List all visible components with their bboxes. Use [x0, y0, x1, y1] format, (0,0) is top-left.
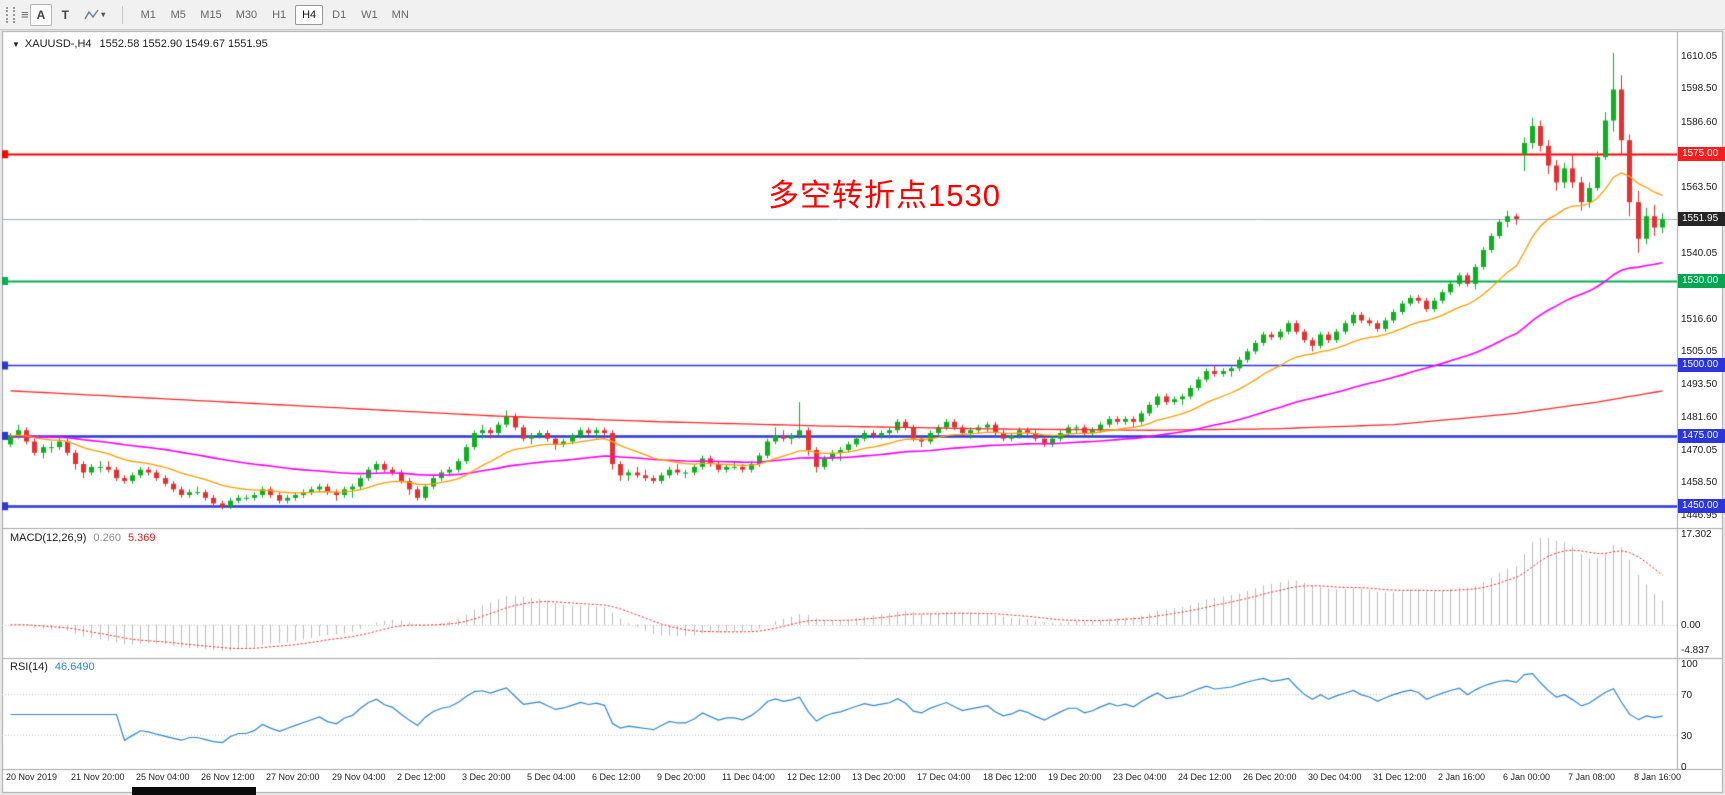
timeframe-m1[interactable]: M1 [134, 5, 162, 25]
symbol-readout: ▼ XAUUSD-,H4 1552.58 1552.90 1549.67 1551.… [12, 38, 268, 50]
chevron-down-icon: ▾ [101, 10, 106, 19]
timeframe-h4[interactable]: H4 [295, 4, 324, 25]
timeframe-mn[interactable]: MN [386, 5, 415, 25]
toolbar-grip[interactable] [6, 6, 15, 23]
ohlc-readout: 1552.58 1552.90 1549.67 1551.95 [99, 38, 268, 50]
timeframe-d1[interactable]: D1 [325, 5, 353, 25]
timeframe-w1[interactable]: W1 [355, 5, 384, 25]
toolbar: ≡ A T ▾ M1 M5 M15 M30 H1 H4 D1 W1 MN [0, 0, 1725, 30]
timeframe-m15[interactable]: M15 [194, 5, 227, 25]
rsi-value: 46.6490 [54, 661, 95, 673]
bottom-dark-strip [132, 787, 256, 795]
zigzag-icon [84, 9, 99, 19]
chart-annotation-text[interactable]: 多空转折点1530 [768, 178, 1001, 213]
macd-name: MACD(12,26,9) [10, 532, 87, 544]
timeframe-h1[interactable]: H1 [265, 5, 293, 25]
timeframe-m30[interactable]: M30 [230, 5, 263, 25]
rsi-indicator-label: RSI(14) 46.6490 [10, 661, 95, 673]
rsi-name: RSI(14) [10, 661, 48, 673]
macd-value-main: 0.260 [93, 532, 121, 544]
chart-menu-icon[interactable]: ≡ [21, 7, 29, 22]
text-label-button[interactable]: A [29, 3, 53, 26]
text-button[interactable]: T [54, 4, 76, 26]
symbol-dropdown-icon[interactable]: ▼ [12, 40, 20, 49]
draw-tools-button[interactable]: ▾ [78, 4, 111, 26]
toolbar-divider [122, 5, 124, 24]
macd-value-signal: 5.369 [127, 532, 156, 544]
macd-indicator-label: MACD(12,26,9) 0.260 5.369 [10, 532, 155, 544]
timeframe-m5[interactable]: M5 [164, 5, 192, 25]
symbol-title: XAUUSD-,H4 [24, 38, 92, 50]
